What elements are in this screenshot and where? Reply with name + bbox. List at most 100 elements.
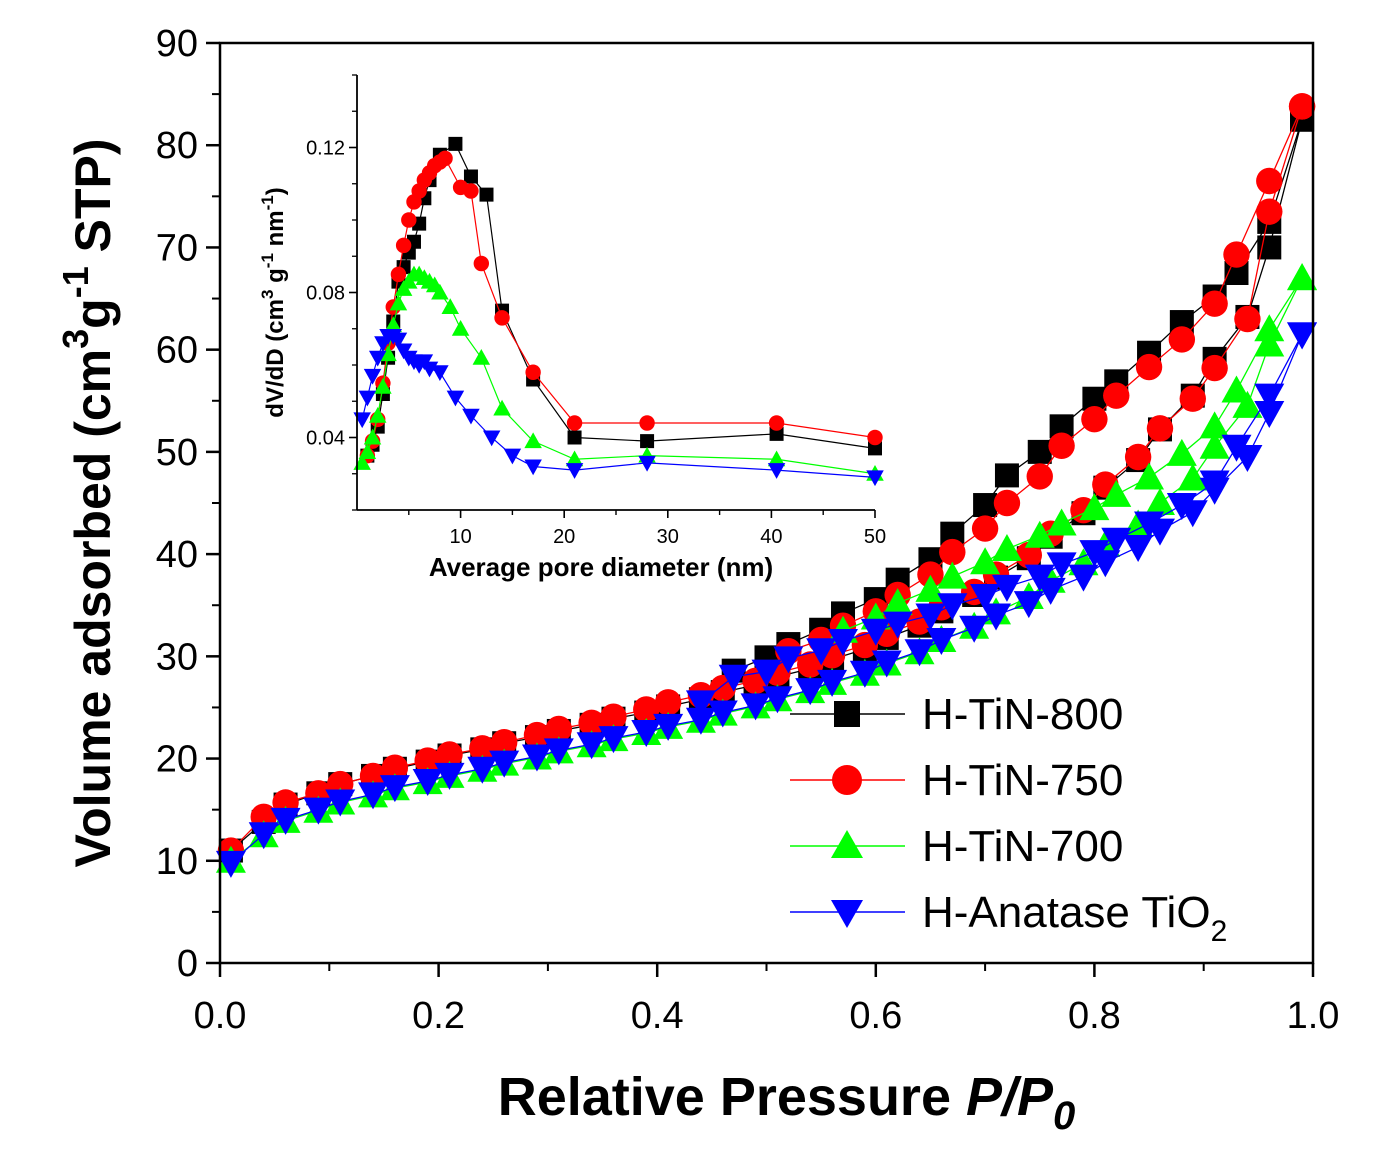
main-adsorption-point [545, 715, 573, 743]
main-adsorption-point [653, 713, 684, 741]
main-adsorption-point [467, 756, 498, 784]
legend-entry-h-tin-800: H-TiN-800 [790, 690, 1123, 739]
main-desorption-point [973, 493, 998, 518]
main-series-layer [215, 93, 1318, 878]
inset-point [639, 415, 655, 431]
main-y-tick-label: 50 [156, 432, 198, 474]
main-desorption-point [994, 463, 1019, 488]
main-adsorption-point [1179, 385, 1206, 412]
inset-point [441, 298, 459, 314]
main-adsorption-point [1256, 198, 1283, 225]
main-desorption-point [1168, 326, 1196, 353]
main-adsorption-line-h-anatase-tio2 [230, 334, 1303, 864]
inset-x-tick-label: 30 [657, 526, 679, 548]
main-x-axis-title: Relative Pressure P/P0 [498, 1067, 1076, 1138]
main-x-tick-label: 0.4 [631, 995, 684, 1037]
main-adsorption-point [851, 631, 879, 659]
legend-label-h-tin-800: H-TiN-800 [922, 690, 1123, 739]
main-y-axis-title: Volume adsorbed (cm3g-1 STP) [55, 138, 121, 867]
inset-point [395, 237, 412, 254]
main-adsorption-point [849, 660, 880, 688]
inset-point [767, 450, 786, 467]
inset-point [448, 136, 463, 151]
legend-label-h-anatase-tio2-text: H-Anatase TiO [922, 888, 1211, 937]
main-desorption-line-h-anatase-tio2 [700, 334, 1303, 703]
inset-plot: 10 20 30 40 50 0.04 0.08 0.12 [306, 74, 886, 548]
inset-point [363, 368, 382, 385]
legend: H-TiN-800 H-TiN-750 H-TiN-700 H-Anatase … [790, 690, 1227, 948]
inset-point [389, 294, 408, 311]
main-adsorption-point [1257, 235, 1282, 260]
main-desorption-point [882, 611, 913, 639]
inset-point [374, 378, 392, 394]
main-desorption-point [882, 588, 913, 616]
inset-point [368, 350, 387, 367]
main-desorption-point [1026, 463, 1053, 490]
main-adsorption-point [654, 689, 682, 716]
main-adsorption-point [543, 738, 574, 766]
main-y-tick-label: 10 [156, 841, 198, 883]
inset-y-axis-title-mid: g [262, 268, 289, 289]
main-desorption-point [1081, 405, 1108, 433]
main-y-tick-label: 0 [177, 943, 198, 985]
main-adsorption-point [959, 615, 990, 643]
main-plot: 0.0 0.2 0.4 0.6 0.8 1.0 0 10 20 30 40 50 60 70 80 90 [156, 23, 1340, 1037]
main-desorption-point [1135, 353, 1163, 381]
main-adsorption-point [685, 707, 716, 735]
main-desorption-point [1024, 564, 1055, 592]
main-adsorption-point [412, 769, 443, 797]
inset-point [565, 463, 584, 479]
main-y-tick-label: 80 [156, 125, 198, 167]
main-adsorption-point [795, 678, 826, 706]
main-adsorption-point [1146, 415, 1174, 442]
main-adsorption-point [707, 700, 738, 728]
inset-x-tick-label: 20 [553, 526, 575, 548]
main-adsorption-point [762, 686, 793, 714]
inset-y-axis-title-mid2: nm [262, 210, 289, 253]
inset-point [482, 430, 501, 447]
legend-entry-h-tin-750: H-TiN-750 [790, 756, 1123, 805]
main-desorption-point [915, 574, 946, 602]
main-desorption-point [917, 561, 944, 588]
inset-point [640, 434, 655, 449]
inset-y-axis-title-text: dV/dD (cm [262, 299, 289, 418]
main-adsorption-point [1177, 463, 1208, 491]
main-adsorption-point [414, 747, 441, 774]
inset-point [431, 283, 449, 300]
main-desorption-point [1046, 552, 1077, 580]
inset-point [384, 316, 403, 333]
main-series-h-anatase-tio2 [215, 322, 1318, 878]
main-desorption-point [1101, 479, 1132, 507]
main-desorption-point [1134, 462, 1165, 490]
legend-entry-h-tin-700: H-TiN-700 [790, 822, 1123, 871]
main-y-axis-title-sup1: 3 [55, 329, 96, 349]
inset-point [368, 407, 387, 423]
main-y-axis-title-text: Volume adsorbed (cm [65, 349, 121, 868]
main-adsorption-point [576, 732, 607, 760]
main-adsorption-point [797, 651, 824, 678]
main-adsorption-point [598, 726, 629, 754]
main-adsorption-point [434, 762, 465, 790]
inset-point [389, 332, 408, 349]
main-desorption-point [1221, 434, 1252, 462]
main-y-tick-label: 60 [156, 330, 198, 372]
inset-y-tick-label: 0.12 [306, 138, 345, 160]
main-x-axis-title-italic: P/P [966, 1067, 1054, 1127]
main-x-tick-label: 1.0 [1287, 995, 1340, 1037]
main-adsorption-point [1123, 534, 1154, 562]
main-adsorption-point [523, 721, 551, 749]
main-desorption-point [1134, 511, 1165, 539]
main-desorption-point [937, 593, 968, 621]
main-desorption-point [991, 534, 1022, 561]
main-desorption-point [1024, 520, 1055, 548]
main-adsorption-point [1015, 541, 1043, 569]
main-desorption-point [1046, 508, 1077, 536]
main-y-tick-label: 90 [156, 23, 198, 65]
inset-point [767, 463, 786, 479]
inset-point [379, 345, 397, 362]
inset-point [431, 365, 449, 381]
inset-point [358, 443, 377, 459]
main-x-tick-label: 0.2 [412, 995, 465, 1037]
main-desorption-point [971, 515, 999, 542]
